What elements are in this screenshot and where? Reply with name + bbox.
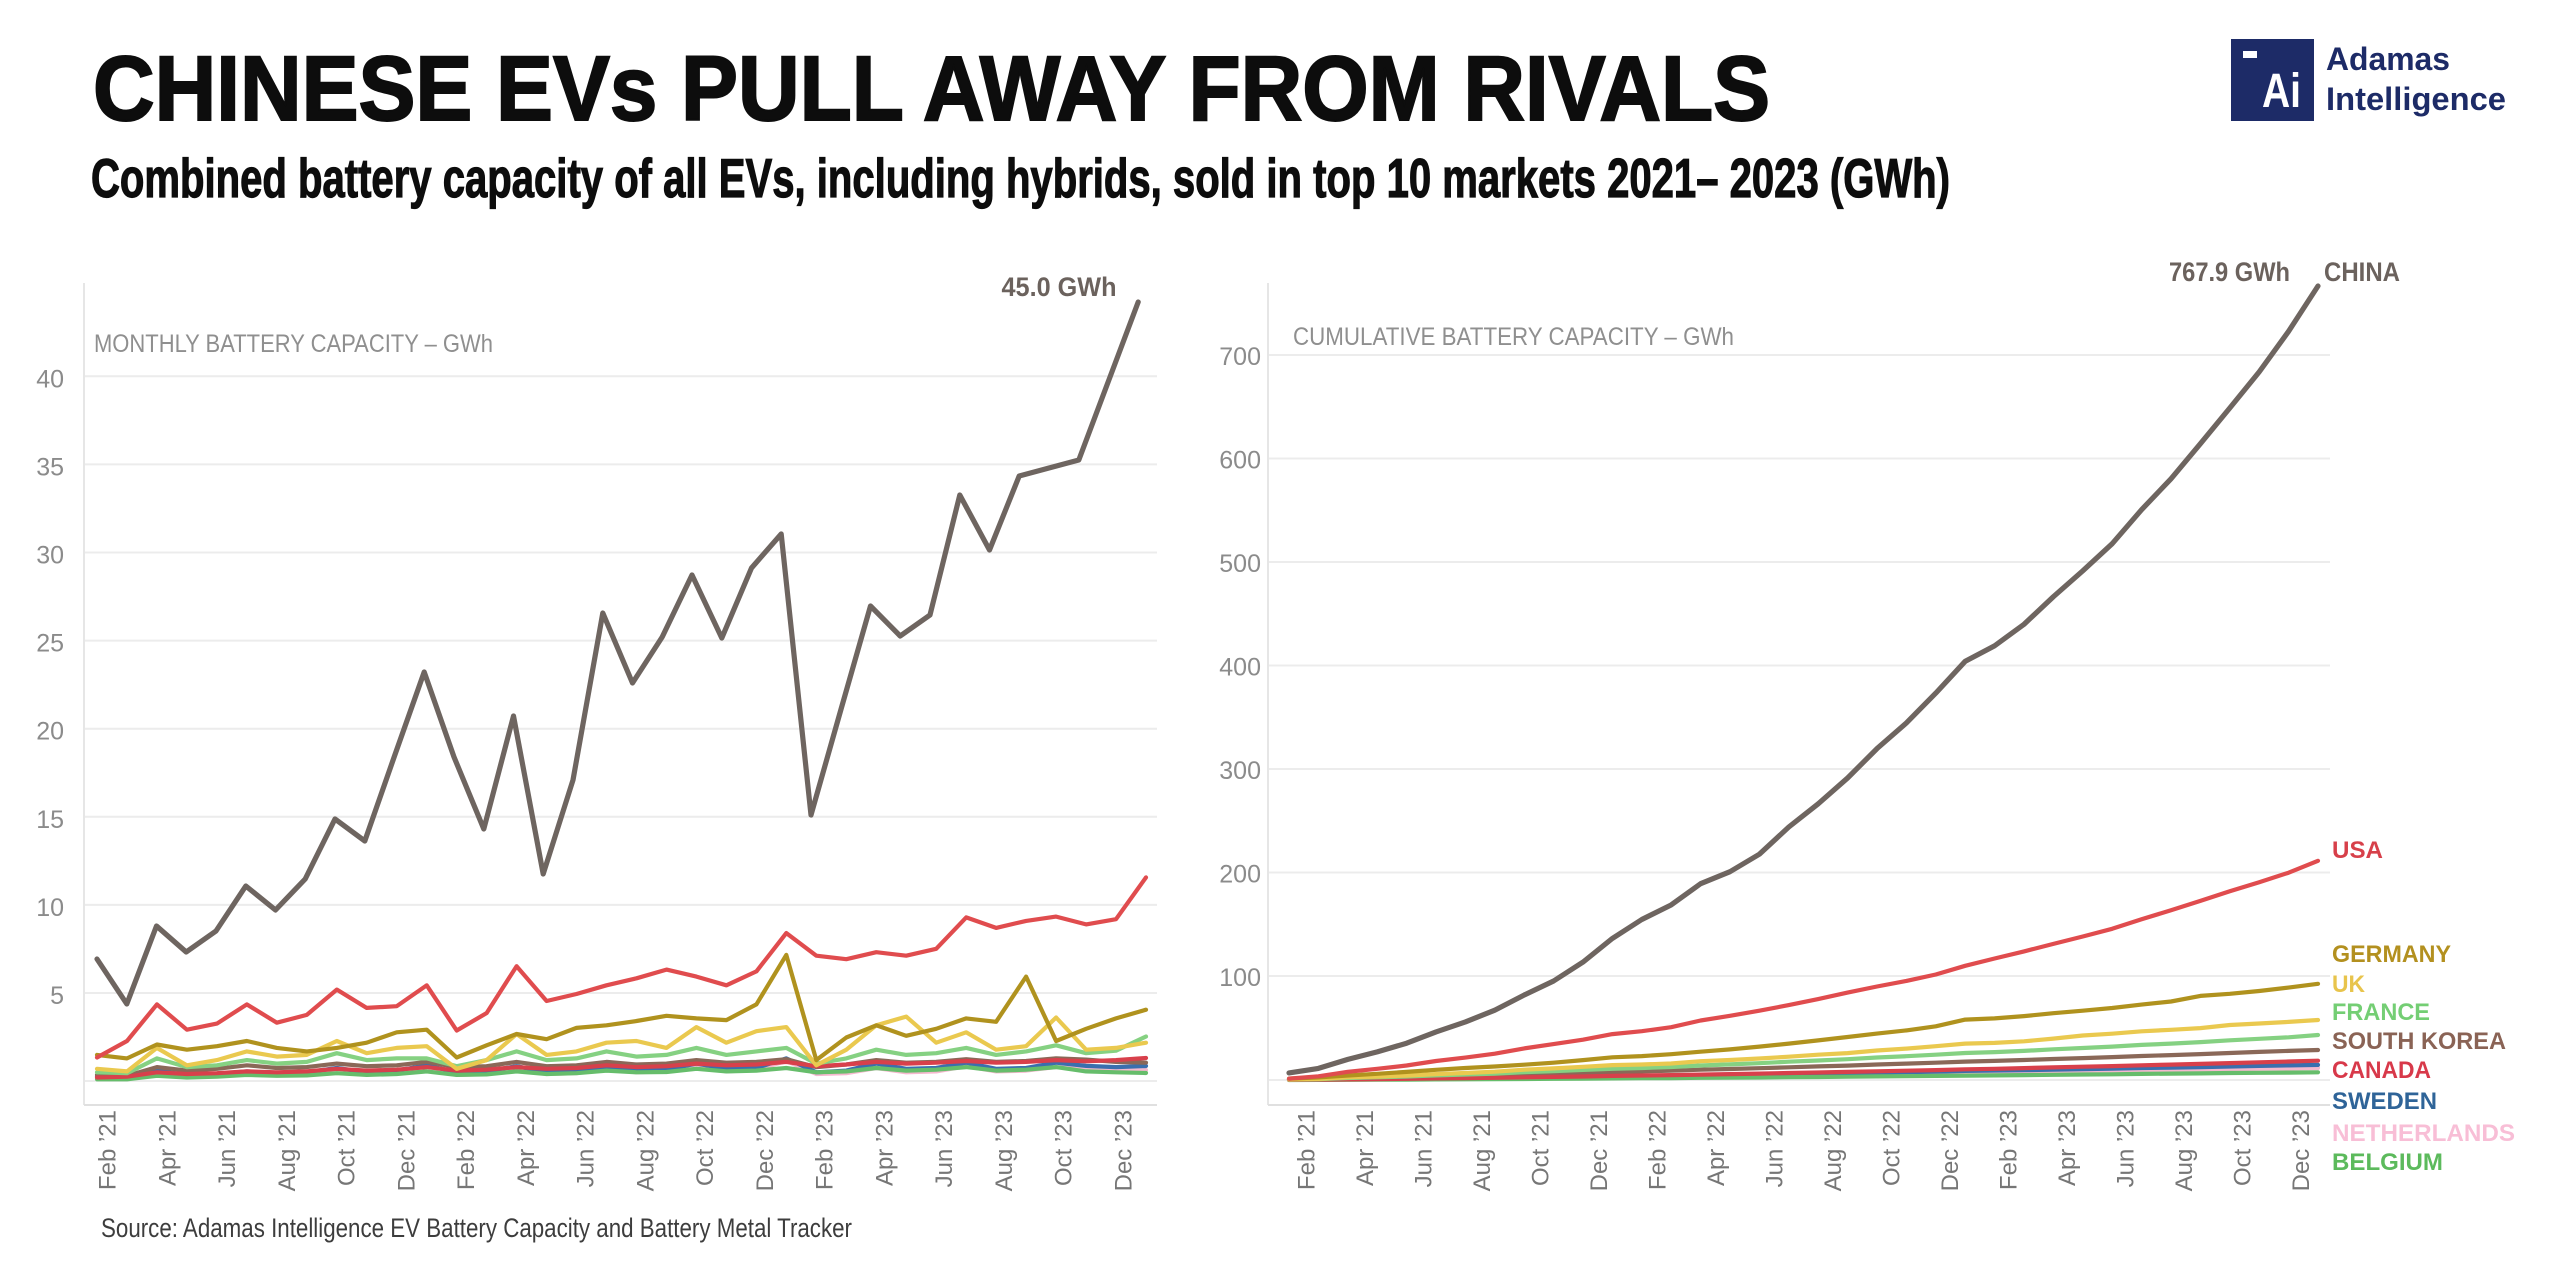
- svg-text:Feb ’21: Feb ’21: [1293, 1110, 1320, 1190]
- svg-text:FRANCE: FRANCE: [2332, 999, 2430, 1026]
- svg-text:Feb ’22: Feb ’22: [1644, 1110, 1671, 1190]
- svg-text:Dec ’21: Dec ’21: [393, 1110, 420, 1191]
- svg-text:Oct ’23: Oct ’23: [2229, 1110, 2256, 1186]
- svg-text:Aug ’21: Aug ’21: [1469, 1110, 1496, 1191]
- svg-text:767.9 GWh: 767.9 GWh: [2169, 257, 2290, 287]
- svg-text:Feb ’23: Feb ’23: [1995, 1110, 2022, 1190]
- svg-text:Dec ’22: Dec ’22: [752, 1110, 779, 1191]
- svg-text:CANADA: CANADA: [2332, 1057, 2431, 1084]
- svg-text:UK: UK: [2332, 971, 2366, 998]
- svg-text:Dec ’23: Dec ’23: [1110, 1110, 1137, 1191]
- svg-text:Jun ’22: Jun ’22: [573, 1110, 600, 1187]
- svg-text:100: 100: [1219, 964, 1261, 992]
- svg-text:Oct ’22: Oct ’22: [692, 1110, 719, 1186]
- svg-text:Feb ’22: Feb ’22: [453, 1110, 480, 1190]
- svg-text:35: 35: [36, 453, 64, 481]
- svg-text:Apr ’23: Apr ’23: [2054, 1110, 2081, 1186]
- svg-text:Aug ’22: Aug ’22: [1820, 1110, 1847, 1191]
- svg-text:Apr ’21: Apr ’21: [154, 1110, 181, 1186]
- svg-text:300: 300: [1219, 757, 1261, 785]
- svg-text:500: 500: [1219, 550, 1261, 578]
- svg-text:15: 15: [36, 806, 64, 834]
- svg-text:Jun ’21: Jun ’21: [214, 1110, 241, 1187]
- svg-text:NETHERLANDS: NETHERLANDS: [2332, 1120, 2515, 1147]
- svg-text:Source: Adamas Intelligence EV: Source: Adamas Intelligence EV Battery C…: [101, 1213, 852, 1243]
- svg-text:BELGIUM: BELGIUM: [2332, 1149, 2443, 1176]
- svg-text:MONTHLY BATTERY CAPACITY – GWh: MONTHLY BATTERY CAPACITY – GWh: [94, 330, 493, 358]
- svg-text:Aug ’23: Aug ’23: [991, 1110, 1018, 1191]
- svg-text:40: 40: [36, 365, 64, 393]
- svg-text:Dec ’23: Dec ’23: [2288, 1110, 2315, 1191]
- svg-text:Jun ’21: Jun ’21: [1410, 1110, 1437, 1187]
- svg-text:30: 30: [36, 542, 64, 570]
- svg-text:Aug ’21: Aug ’21: [274, 1110, 301, 1191]
- svg-text:Oct ’23: Oct ’23: [1051, 1110, 1078, 1186]
- svg-text:5: 5: [50, 982, 64, 1010]
- svg-text:400: 400: [1219, 654, 1261, 682]
- svg-text:Apr ’22: Apr ’22: [513, 1110, 540, 1186]
- svg-text:Jun ’23: Jun ’23: [2112, 1110, 2139, 1187]
- svg-text:Oct ’21: Oct ’21: [1527, 1110, 1554, 1186]
- svg-text:Feb ’23: Feb ’23: [812, 1110, 839, 1190]
- svg-text:Apr ’21: Apr ’21: [1352, 1110, 1379, 1186]
- svg-text:CHINA: CHINA: [2324, 257, 2400, 287]
- svg-text:CHINESE EVs PULL AWAY FROM RIV: CHINESE EVs PULL AWAY FROM RIVALS: [93, 38, 1770, 140]
- svg-text:Jun ’23: Jun ’23: [931, 1110, 958, 1187]
- svg-text:Jun ’22: Jun ’22: [1761, 1110, 1788, 1187]
- svg-text:45.0 GWh: 45.0 GWh: [1002, 272, 1117, 302]
- svg-text:SWEDEN: SWEDEN: [2332, 1088, 2437, 1115]
- svg-text:25: 25: [36, 630, 64, 658]
- svg-text:Adamas: Adamas: [2326, 41, 2450, 77]
- svg-text:SOUTH KOREA: SOUTH KOREA: [2332, 1028, 2506, 1055]
- svg-text:Oct ’22: Oct ’22: [1878, 1110, 1905, 1186]
- svg-text:Oct ’21: Oct ’21: [334, 1110, 361, 1186]
- svg-text:Ai: Ai: [2262, 65, 2301, 118]
- svg-text:200: 200: [1219, 861, 1261, 889]
- svg-text:Dec ’21: Dec ’21: [1586, 1110, 1613, 1191]
- svg-text:600: 600: [1219, 447, 1261, 475]
- svg-text:Aug ’22: Aug ’22: [632, 1110, 659, 1191]
- svg-text:Apr ’23: Apr ’23: [871, 1110, 898, 1186]
- svg-text:Aug ’23: Aug ’23: [2171, 1110, 2198, 1191]
- svg-text:GERMANY: GERMANY: [2332, 941, 2451, 968]
- svg-text:Intelligence: Intelligence: [2326, 81, 2506, 117]
- svg-text:USA: USA: [2332, 837, 2383, 864]
- svg-text:20: 20: [36, 718, 64, 746]
- svg-text:Dec ’22: Dec ’22: [1937, 1110, 1964, 1191]
- svg-text:Combined battery capacity of a: Combined battery capacity of all EVs, in…: [91, 147, 1950, 209]
- svg-text:10: 10: [36, 894, 64, 922]
- svg-text:700: 700: [1219, 343, 1261, 371]
- svg-text:CUMULATIVE BATTERY CAPACITY –: CUMULATIVE BATTERY CAPACITY – GWh: [1293, 323, 1734, 351]
- svg-text:Feb ’21: Feb ’21: [95, 1110, 122, 1190]
- svg-text:Apr ’22: Apr ’22: [1703, 1110, 1730, 1186]
